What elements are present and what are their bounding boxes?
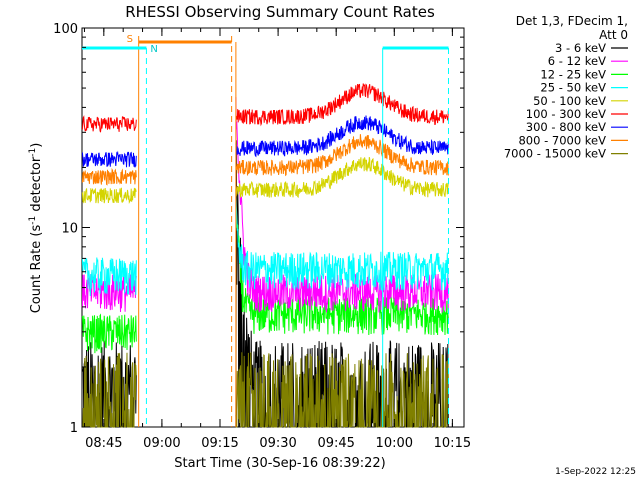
legend-label: 25 - 50 keV — [540, 81, 606, 95]
series-line — [81, 313, 137, 354]
legend-header-line-1: Det 1,3, FDecim 1, — [516, 14, 628, 28]
marker-layer: SN — [82, 34, 450, 427]
y-tick-label: 10 — [61, 222, 78, 237]
series-line — [235, 97, 449, 313]
series-300to800kev — [81, 115, 449, 168]
series-7000to15000kev — [82, 352, 449, 428]
series-line — [235, 156, 449, 199]
series-line — [235, 193, 449, 291]
chart-title: RHESSI Observing Summary Count Rates — [125, 3, 435, 21]
x-tick-label: 09:15 — [201, 436, 238, 451]
x-tick-label: 09:00 — [143, 436, 180, 451]
x-tick-label: 09:30 — [259, 436, 296, 451]
series-6to12kev — [81, 97, 449, 313]
legend-label: 6 - 12 keV — [548, 54, 606, 68]
timestamp: 1-Sep-2022 12:25 — [555, 467, 636, 477]
series-line — [235, 134, 449, 177]
series-100to300kev — [81, 83, 449, 133]
series-line — [235, 83, 449, 127]
series-line — [81, 167, 137, 186]
series-800to7000kev — [81, 134, 449, 186]
legend-header-line-2: Att 0 — [599, 28, 628, 42]
x-tick-label: 10:00 — [376, 436, 413, 451]
series-line — [235, 188, 449, 336]
night-label: N — [150, 44, 157, 55]
series-layer — [81, 83, 449, 428]
x-axis-label: Start Time (30-Sep-16 08:39:22) — [174, 456, 385, 471]
series-25to50kev — [81, 193, 449, 297]
x-tick-label: 08:45 — [85, 436, 122, 451]
series-12to25kev — [81, 188, 449, 354]
y-axis-label: Count Rate (s-1 detector-1) — [28, 143, 44, 314]
tick-layer: 08:45 09:00 09:15 09:30 09:45 10:00 10:15 1 10 10… — [53, 22, 471, 451]
series-50to100kev — [81, 156, 449, 204]
x-tick-label: 10:15 — [434, 436, 471, 451]
series-line — [81, 115, 137, 133]
series-line — [235, 115, 449, 158]
legend-label: 3 - 6 keV — [555, 41, 606, 55]
legend-label: 12 - 25 keV — [540, 67, 606, 81]
legend-label: 300 - 800 keV — [526, 120, 606, 134]
series-line — [81, 187, 137, 204]
series-line — [235, 352, 449, 428]
series-line — [81, 257, 137, 297]
series-line — [82, 352, 137, 428]
saa-label: S — [127, 34, 133, 45]
y-tick-label: 1 — [70, 421, 78, 436]
legend-label: 100 - 300 keV — [526, 107, 606, 121]
legend-label: 800 - 7000 keV — [518, 133, 606, 147]
legend-label: 7000 - 15000 keV — [504, 147, 606, 161]
legend-label: 50 - 100 keV — [533, 94, 606, 108]
x-tick-label: 09:45 — [317, 436, 354, 451]
y-tick-label: 100 — [53, 22, 78, 37]
series-line — [81, 150, 137, 168]
